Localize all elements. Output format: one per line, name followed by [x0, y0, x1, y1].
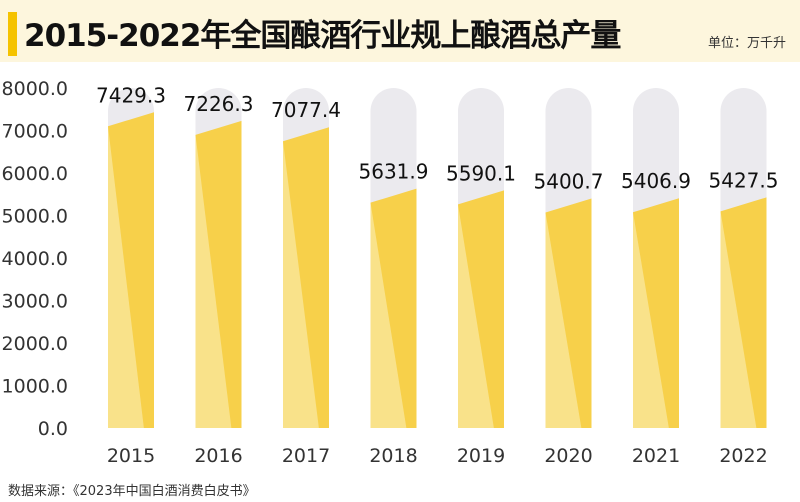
- title-accent-bar: [8, 12, 17, 56]
- x-tick-label: 2019: [457, 445, 505, 467]
- bar-highlight: [458, 204, 494, 428]
- y-tick-label: 7000.0: [2, 121, 68, 143]
- y-tick-label: 1000.0: [2, 376, 68, 398]
- bar-highlight: [633, 212, 669, 428]
- y-tick-label: 0.0: [38, 418, 68, 440]
- bar-highlight: [720, 211, 757, 428]
- y-tick-label: 4000.0: [2, 248, 68, 270]
- x-tick-label: 2021: [632, 445, 680, 467]
- bar-highlight: [195, 134, 232, 428]
- unit-label: 单位：万千升: [707, 36, 786, 51]
- x-tick-label: 2016: [194, 445, 242, 467]
- y-tick-label: 5000.0: [2, 206, 68, 228]
- y-tick-label: 3000.0: [2, 291, 68, 313]
- y-tick-label: 6000.0: [2, 163, 68, 185]
- bar-highlight: [370, 202, 407, 428]
- bar-highlight: [283, 141, 319, 428]
- data-label: 7226.3: [184, 92, 254, 116]
- chart-title: 2015-2022年全国酿酒行业规上酿酒总产量: [24, 18, 621, 54]
- x-tick-label: 2022: [719, 445, 767, 467]
- source-note: 数据来源：《2023年中国白酒消费白皮书》: [8, 484, 256, 499]
- x-tick-label: 2015: [107, 445, 155, 467]
- data-label: 5631.9: [359, 160, 429, 184]
- y-tick-label: 2000.0: [2, 333, 68, 355]
- data-label: 5406.9: [621, 169, 691, 193]
- header: [0, 0, 800, 62]
- bar-highlight: [545, 212, 582, 428]
- x-tick-label: 2017: [282, 445, 330, 467]
- data-label: 7077.4: [271, 98, 341, 122]
- x-tick-label: 2020: [544, 445, 592, 467]
- y-tick-label: 8000.0: [2, 78, 68, 100]
- x-tick-label: 2018: [369, 445, 417, 467]
- bar-highlight: [108, 126, 144, 428]
- data-label: 5400.7: [534, 169, 604, 193]
- data-label: 5590.1: [446, 161, 516, 185]
- data-label: 5427.5: [709, 168, 779, 192]
- data-label: 7429.3: [96, 83, 166, 107]
